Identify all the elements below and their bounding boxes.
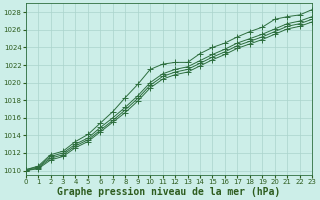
X-axis label: Graphe pression niveau de la mer (hPa): Graphe pression niveau de la mer (hPa)	[57, 186, 281, 197]
